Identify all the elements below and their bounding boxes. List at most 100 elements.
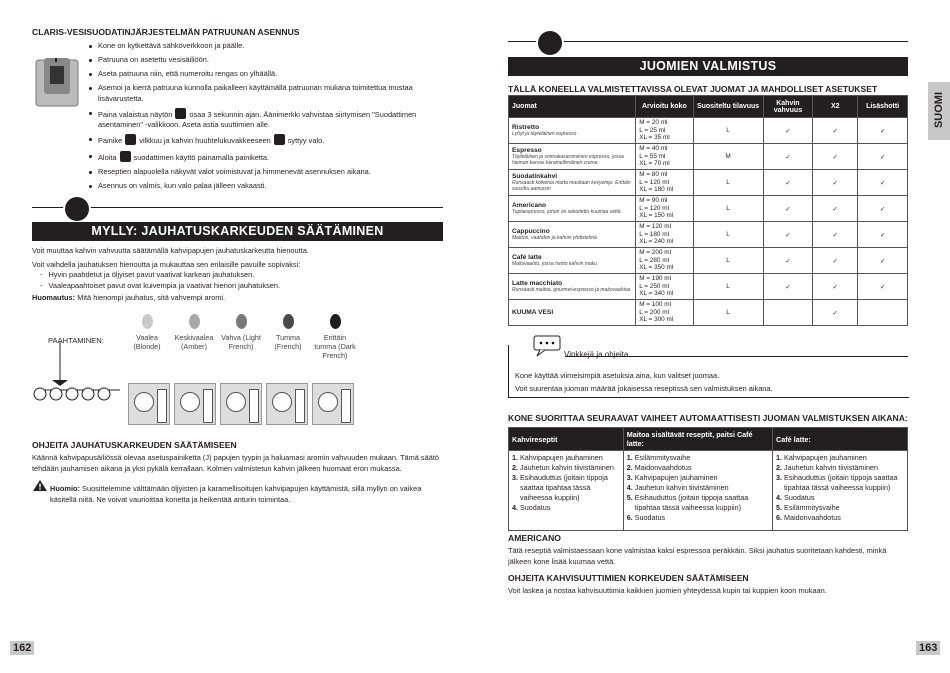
x2-cell: ✓: [812, 117, 859, 144]
step: 3. Kahvipapujen jauhaminen: [627, 473, 769, 483]
shot-cell: ✓: [857, 169, 908, 196]
header-row: Kahvireseptit Maitoa sisältävät reseptit,…: [508, 427, 908, 451]
step-text: suodattimen käyttö painamalla painiketta…: [133, 152, 270, 162]
shot: ✓: [879, 231, 886, 239]
volume: L: [726, 179, 730, 186]
shot: ✓: [879, 127, 886, 135]
x2-cell: ✓: [812, 299, 859, 326]
step-number: 4.: [776, 493, 783, 502]
shot-cell: ✓: [857, 247, 908, 274]
step-number: 2.: [512, 463, 518, 472]
step-text: syttyy valo.: [287, 136, 325, 146]
drink-cell: Espresso Täyteläinen ja voimakasaromiinen…: [507, 143, 637, 170]
subsection-title: OHJEITA JAUHATUSKARKEUDEN SÄÄTÄMISEEN: [32, 440, 237, 450]
volume-cell: L: [692, 117, 764, 144]
step-number: 1.: [776, 453, 783, 462]
step-number: 5.: [776, 503, 783, 512]
bullet: - Vaaleapaahtoiset pavut ovat kuivempia j…: [40, 281, 452, 292]
grind-image: [312, 383, 354, 425]
volume-cell: L: [692, 195, 764, 222]
bean-icon: [63, 195, 91, 223]
shot-cell: ✓: [857, 143, 908, 170]
x2-cell: ✓: [812, 143, 859, 170]
step-number: 6.: [776, 513, 783, 522]
note-label: Huomautus:: [32, 293, 76, 302]
drink-name: Cappuccino: [512, 228, 550, 235]
paragraph: Voit vaihdella jauhatuksen hienoutta ja …: [32, 259, 301, 269]
size: XL = 240 ml: [639, 238, 674, 246]
step-text: Jauhetun kahvin tiivistäminen: [520, 463, 614, 472]
volume-cell: L: [692, 299, 764, 326]
step-text: Suodatus: [520, 503, 551, 512]
size: XL = 70 ml: [639, 160, 670, 168]
drink-row: Latte macchiato Runsaasti maitoa, gourmet…: [507, 273, 908, 300]
drink-row: Cappuccino Maidon, vaahdon ja kahvin yhdi…: [507, 221, 908, 248]
size: M = 190 ml: [639, 275, 671, 283]
button-icon: [119, 150, 131, 162]
volume-cell: M: [692, 143, 764, 170]
x2-cell: ✓: [812, 195, 859, 222]
column-header: Café latte:: [772, 427, 908, 451]
drink-row: Café latte Maitovaahto, jossa hento kahvi…: [507, 247, 908, 274]
drink-cell: Cappuccino Maidon, vaahdon ja kahvin yhdi…: [507, 221, 637, 248]
volume: L: [726, 283, 730, 290]
step: Aseta patruuna niin, että numeroitu reng…: [88, 69, 446, 80]
step-text: Suodatus: [634, 513, 666, 522]
bean: [188, 314, 200, 329]
roast: Erittäin tumma (Dark French): [312, 314, 358, 360]
divider: [508, 41, 908, 43]
step-text: Maidonvaahdotus: [784, 513, 841, 522]
steps-table: Kahvireseptit Maitoa sisältävät reseptit,…: [508, 427, 908, 531]
grinder-dial: [33, 342, 120, 401]
section-title: CLARIS-VESISUODATINJÄRJESTELMÄN PATRUUNA…: [32, 27, 300, 37]
size: L = 250 ml: [639, 282, 669, 290]
column-header: Lisäshotti: [857, 95, 908, 118]
volume-cell: L: [692, 169, 764, 196]
size: L = 120 ml: [639, 204, 669, 212]
column-header: Juomat: [507, 95, 637, 118]
step-text: Jauhetun kahvin tiivistäminen: [634, 483, 729, 492]
size: M = 20 ml: [639, 119, 668, 127]
bean: [282, 314, 294, 329]
gauge: [157, 389, 167, 423]
drink-name: Café latte: [512, 254, 542, 261]
size-cell: M = 90 ml L = 120 ml XL = 150 ml: [635, 195, 694, 222]
drink-desc: Täyteläinen ja voimakasaromiinen espress…: [512, 154, 624, 166]
volume: L: [726, 257, 730, 264]
paragraph: Voit laskea ja nostaa kahvisuuttimia kai…: [508, 586, 827, 595]
header-row: Juomat Arvioitu koko Suositeltu tilavuus Ka…: [507, 95, 908, 118]
tips-icon: [533, 335, 561, 357]
column-header: Kahvireseptit: [508, 427, 624, 451]
step: 2. Jauhetun kahvin tiivistäminen: [776, 463, 904, 473]
shot-cell: ✓: [857, 117, 908, 144]
step: 2. Jauhetun kahvin tiivistäminen: [512, 463, 620, 473]
step: Patruuna on asetettu vesisäiliöön.: [88, 55, 446, 66]
shot-cell: ✓: [857, 221, 908, 248]
dash: -: [40, 280, 43, 290]
tips-title: Vinkkejä ja ohjeita: [564, 350, 629, 359]
size: L = 25 ml: [639, 126, 666, 134]
step: 5. Esilämmitysvaihe: [776, 503, 904, 513]
volume: L: [726, 127, 730, 134]
roast-label: Vahva (Light French): [221, 333, 261, 351]
dial: [134, 392, 154, 412]
step-text: osaa 3 sekunnin ajan. Äänimerkki vahvist…: [98, 109, 417, 130]
step: Aloita suodattimen käyttö painamalla pain…: [88, 150, 446, 164]
drink-cell: Americano Tuplaespresso, johon on sekoite…: [507, 195, 637, 222]
dial: [226, 392, 246, 412]
warning-icon: [33, 480, 47, 491]
step-number: 5.: [626, 493, 633, 502]
note-text: Mitä hienompi jauhatus, sitä vahvempi ar…: [77, 293, 226, 302]
drink-desc: Runsaasti maitoa, gourmet-espresso ja ma…: [512, 287, 631, 293]
size-cell: M = 120 ml L = 180 ml XL = 240 ml: [635, 221, 694, 248]
step-text: Maidonvaahdotus: [634, 463, 692, 472]
drink-name: Espresso: [512, 147, 542, 154]
size: XL = 350 ml: [639, 264, 674, 272]
subsection-title: OHJEITA KAHVISUUTTIMIEN KORKEUDEN SÄÄTÄM…: [508, 573, 749, 583]
strength: ✓: [785, 231, 791, 239]
drink-cell: Latte macchiato Runsaasti maitoa, gourmet…: [507, 273, 637, 300]
side-tab-label: SUOMI: [933, 91, 945, 129]
step-text: Esihauduttus (joitain tippoja saattaa ti…: [784, 473, 898, 492]
steps-cell: 1. Esilämmitysvaihe 2. Maidonvaahdotus 3. Kah…: [622, 450, 774, 531]
drink-desc: Lyhyt ja täyteläinen espresso: [512, 131, 577, 137]
